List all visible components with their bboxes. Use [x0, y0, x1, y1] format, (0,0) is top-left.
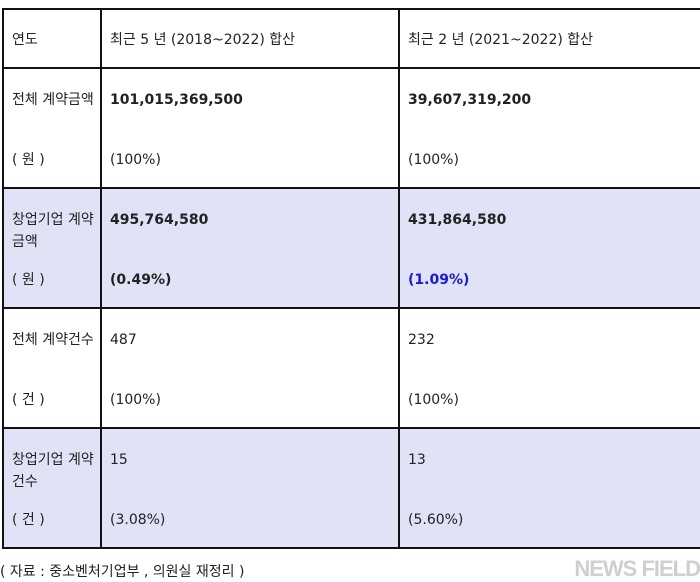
- row-label-cell: 창업기업 계약건수 ( 건 ): [2, 427, 102, 549]
- header-2yr: 최근 2 년 (2021~2022) 합산: [398, 8, 700, 69]
- watermark-logo: NEWS FIELD: [574, 556, 700, 581]
- percent-5yr: (100%): [110, 392, 161, 408]
- percent-2yr: (100%): [408, 152, 459, 168]
- value-5yr: 495,764,580: [110, 212, 209, 228]
- table-row: 창업기업 계약건수 ( 건 ) 15 (3.08%) 13 (5.60%): [2, 427, 700, 549]
- value-2yr: 39,607,319,200: [408, 92, 532, 108]
- row-unit: ( 원 ): [12, 152, 45, 168]
- row-label: 창업기업 계약금액: [12, 212, 94, 250]
- value-5yr: 487: [110, 332, 137, 348]
- row-label-cell: 전체 계약금액 ( 원 ): [2, 67, 102, 189]
- value-cell-2yr: 13 (5.60%): [398, 427, 700, 549]
- percent-5yr: (3.08%): [110, 512, 166, 528]
- row-label: 창업기업 계약건수: [12, 452, 94, 490]
- value-cell-2yr: 232 (100%): [398, 307, 700, 429]
- value-2yr: 431,864,580: [408, 212, 507, 228]
- table-row: 전체 계약금액 ( 원 ) 101,015,369,500 (100%) 39,…: [2, 67, 700, 189]
- row-label: 전체 계약금액: [12, 92, 94, 108]
- row-unit: ( 건 ): [12, 512, 45, 528]
- row-label: 전체 계약건수: [12, 332, 94, 348]
- row-unit: ( 원 ): [12, 272, 45, 288]
- header-year: 연도: [2, 8, 102, 69]
- row-label-cell: 전체 계약건수 ( 건 ): [2, 307, 102, 429]
- row-unit: ( 건 ): [12, 392, 45, 408]
- percent-2yr: (5.60%): [408, 512, 464, 528]
- header-5yr: 최근 5 년 (2018~2022) 합산: [100, 8, 400, 69]
- value-2yr: 13: [408, 452, 426, 468]
- contract-table: 연도 최근 5 년 (2018~2022) 합산 최근 2 년 (2021~20…: [2, 8, 700, 549]
- value-cell-5yr: 487 (100%): [100, 307, 400, 429]
- header-row: 연도 최근 5 년 (2018~2022) 합산 최근 2 년 (2021~20…: [2, 8, 700, 69]
- value-5yr: 15: [110, 452, 128, 468]
- table-row: 창업기업 계약금액 ( 원 ) 495,764,580 (0.49%) 431,…: [2, 187, 700, 309]
- row-label-cell: 창업기업 계약금액 ( 원 ): [2, 187, 102, 309]
- percent-5yr: (100%): [110, 152, 161, 168]
- value-cell-5yr: 101,015,369,500 (100%): [100, 67, 400, 189]
- value-5yr: 101,015,369,500: [110, 92, 243, 108]
- value-cell-5yr: 15 (3.08%): [100, 427, 400, 549]
- value-cell-2yr: 39,607,319,200 (100%): [398, 67, 700, 189]
- value-2yr: 232: [408, 332, 435, 348]
- percent-2yr-highlight: (1.09%): [408, 272, 470, 288]
- percent-2yr: (100%): [408, 392, 459, 408]
- source-caption: ( 자료 : 중소벤처기업부 , 의원실 재정리 ): [0, 564, 245, 580]
- value-cell-5yr: 495,764,580 (0.49%): [100, 187, 400, 309]
- value-cell-2yr: 431,864,580 (1.09%): [398, 187, 700, 309]
- table-row: 전체 계약건수 ( 건 ) 487 (100%) 232 (100%): [2, 307, 700, 429]
- percent-5yr: (0.49%): [110, 272, 172, 288]
